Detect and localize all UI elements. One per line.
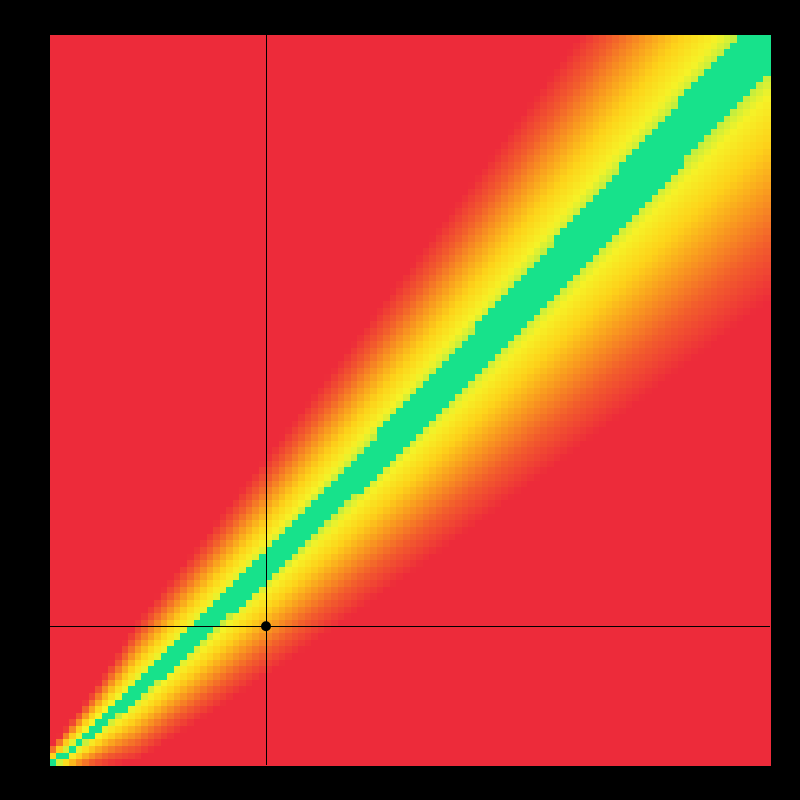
chart-container: TheBottleneck.com — [0, 0, 800, 800]
bottleneck-heatmap — [0, 0, 800, 800]
